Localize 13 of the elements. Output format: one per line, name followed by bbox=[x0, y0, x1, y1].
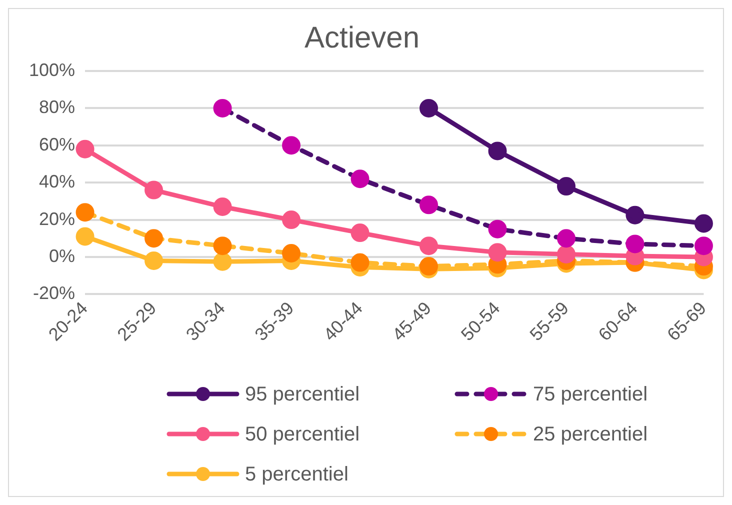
y-tick-label: 100% bbox=[28, 60, 76, 80]
legend-label: 25 percentiel bbox=[533, 424, 648, 446]
y-tick-label: 0% bbox=[49, 246, 76, 266]
y-tick-label: -20% bbox=[33, 283, 76, 304]
y-tick-label: 20% bbox=[39, 208, 76, 229]
legend-label: 50 percentiel bbox=[245, 424, 360, 446]
y-tick-label: 60% bbox=[39, 134, 76, 154]
y-tick-label: 80% bbox=[39, 97, 76, 118]
legend-label: 5 percentiel bbox=[245, 464, 348, 486]
chart-title: Actieven bbox=[304, 21, 420, 54]
y-tick-label: 40% bbox=[39, 172, 76, 192]
legend-label: 75 percentiel bbox=[533, 384, 648, 406]
legend-label: 95 percentiel bbox=[245, 384, 360, 406]
